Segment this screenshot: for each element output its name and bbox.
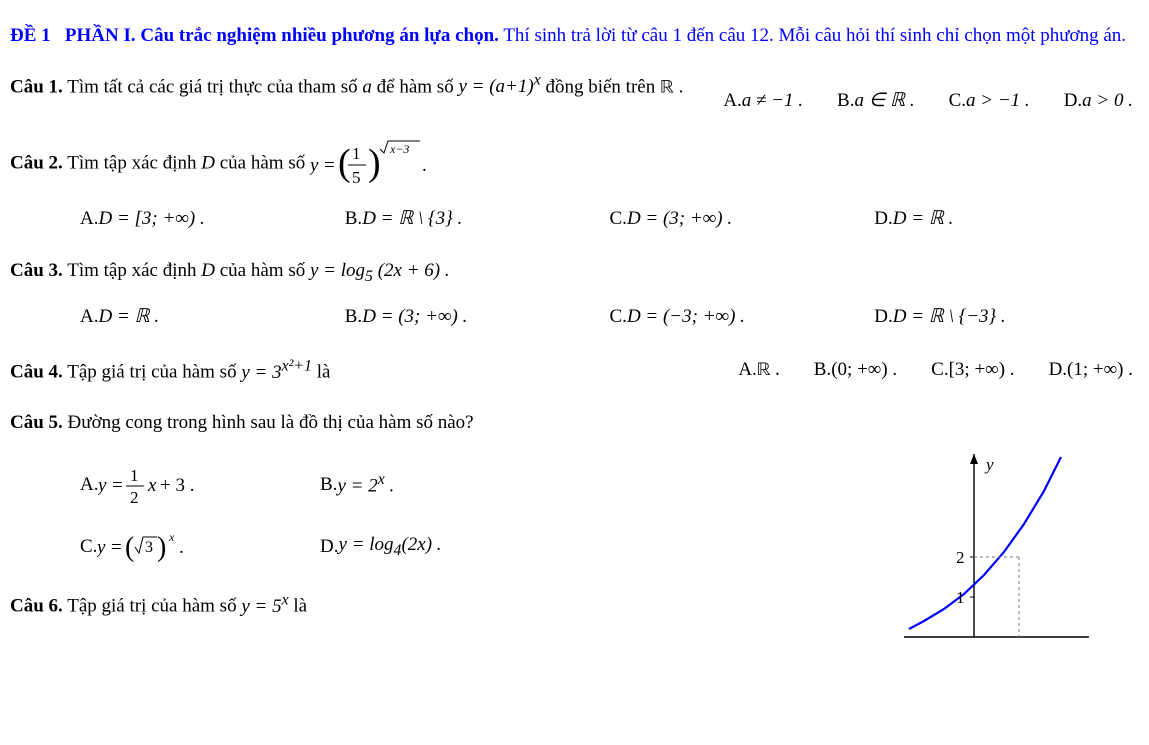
svg-text:x−3: x−3 <box>389 142 409 156</box>
svg-text:=: = <box>111 537 122 558</box>
svg-text:2: 2 <box>130 488 139 507</box>
svg-text:(: ( <box>338 142 351 184</box>
svg-text:.: . <box>179 537 184 558</box>
q1-var-a: a <box>362 76 372 97</box>
q1-dot: . <box>679 76 684 97</box>
q1-stem-c: đồng biến trên <box>545 76 660 97</box>
svg-text:(: ( <box>125 532 134 563</box>
svg-text:y: y <box>97 537 106 558</box>
q6-stem-a: Tập giá trị của hàm số <box>67 596 241 617</box>
q5-label: Câu 5. <box>10 412 63 433</box>
q5-opt-d: D. y = log4(2x) . <box>320 529 560 565</box>
q4-stem-b: là <box>317 362 331 383</box>
q2-stem-a: Tìm tập xác định <box>67 152 201 173</box>
svg-text:+ 3 .: + 3 . <box>160 475 194 496</box>
q4-options: A.ℝ . B.(0; +∞) . C.[3; +∞) . D.(1; +∞) … <box>738 354 1139 387</box>
q5-opt-b: B. y = 2x . <box>320 463 560 507</box>
q3-opt-a: A.D = ℝ . <box>80 301 345 333</box>
svg-text:=: = <box>324 155 335 176</box>
q1-sup: x <box>534 72 541 89</box>
q4-stem-a: Tập giá trị của hàm số <box>67 362 241 383</box>
q5-opt-c: C. y = ( 3 ) x . <box>80 529 320 565</box>
q1-opt-b: B.a ∈ ℝ . <box>837 85 915 117</box>
q3-fn: y = log <box>310 260 365 281</box>
svg-text:5: 5 <box>352 168 361 187</box>
q3-label: Câu 3. <box>10 260 63 281</box>
q3-sub: 5 <box>365 268 373 285</box>
q1-opt-a: A.a ≠ −1 . <box>723 85 803 117</box>
q5-opt-a: A. y = 1 2 x + 3 . <box>80 463 320 507</box>
q1-fn: y = (a+1) <box>458 76 533 97</box>
q1-stem-b: để hàm số <box>377 76 459 97</box>
q2-opt-a: A.D = [3; +∞) . <box>80 203 345 235</box>
q1-opt-c: C.a > −1 . <box>949 85 1030 117</box>
svg-text:x: x <box>168 530 175 544</box>
question-5: Câu 5. Đường cong trong hình sau là đồ t… <box>10 407 1139 439</box>
svg-text:2: 2 <box>956 548 965 567</box>
svg-text:1: 1 <box>130 466 139 485</box>
q5-c-formula: y = ( 3 ) x . <box>97 529 207 565</box>
q6-fn: y = 5 <box>241 596 281 617</box>
q5-stem: Đường cong trong hình sau là đồ thị của … <box>68 412 474 433</box>
q5-body: A. y = 1 2 x + 3 . B. y = 2x . C. <box>10 449 1139 639</box>
q2-label: Câu 2. <box>10 152 63 173</box>
q4-opt-d: D.(1; +∞) . <box>1049 354 1133 387</box>
q3-opt-b: B.D = (3; +∞) . <box>345 301 610 333</box>
q4-opt-a: A.ℝ . <box>738 354 779 387</box>
question-3: Câu 3. Tìm tập xác định D của hàm số y =… <box>10 255 1139 291</box>
svg-text:=: = <box>112 475 123 496</box>
q4-fn: y = 3 <box>241 362 281 383</box>
q3-D: D <box>201 260 215 281</box>
exam-number: ĐỀ 1 <box>10 25 51 46</box>
q3-opt-c: C.D = (−3; +∞) . <box>610 301 875 333</box>
q2-formula: y = ( ) 1 5 x−3 . <box>310 135 430 193</box>
q6-stem-b: là <box>293 596 307 617</box>
q1-label: Câu 1. <box>10 76 63 97</box>
q3-opt-d: D.D = ℝ \ {−3} . <box>874 301 1139 333</box>
q4-sup: x²+1 <box>282 357 312 374</box>
q2-opt-b: B.D = ℝ \ {3} . <box>345 203 610 235</box>
question-2: Câu 2. Tìm tập xác định D của hàm số y =… <box>10 135 1139 193</box>
svg-text:): ) <box>368 142 381 184</box>
question-6: Câu 6. Tập giá trị của hàm số y = 5x là <box>10 587 889 623</box>
q1-set: ℝ <box>660 78 674 97</box>
svg-text:y: y <box>310 155 319 176</box>
q6-label: Câu 6. <box>10 596 63 617</box>
q2-options: A.D = [3; +∞) . B.D = ℝ \ {3} . C.D = (3… <box>10 203 1139 235</box>
q4-opt-c: C.[3; +∞) . <box>931 354 1014 387</box>
q2-stem-b: của hàm số <box>220 152 310 173</box>
q3-options: A.D = ℝ . B.D = (3; +∞) . C.D = (−3; +∞)… <box>10 301 1139 333</box>
svg-text:3: 3 <box>145 539 153 556</box>
q3-arg: (2x + 6) . <box>378 260 450 281</box>
exam-header: ĐỀ 1 PHẦN I. Câu trắc nghiệm nhiều phươn… <box>10 18 1139 54</box>
q1-opt-d: D.a > 0 . <box>1064 85 1133 117</box>
q2-opt-c: C.D = (3; +∞) . <box>610 203 875 235</box>
svg-text:y: y <box>984 455 994 474</box>
q2-D: D <box>201 152 215 173</box>
question-4: Câu 4. Tập giá trị của hàm số y = 3x²+1 … <box>10 353 1139 389</box>
q4-label: Câu 4. <box>10 362 63 383</box>
q4-opt-b: B.(0; +∞) . <box>814 354 897 387</box>
svg-text:.: . <box>422 155 427 176</box>
svg-text:y: y <box>98 475 107 496</box>
q2-opt-d: D.D = ℝ . <box>874 203 1139 235</box>
part-title: PHẦN I. Câu trắc nghiệm nhiều phương án … <box>65 25 499 46</box>
q5-graph: y 2 1 <box>889 449 1139 639</box>
svg-text:x: x <box>147 475 157 496</box>
header-tail: Thí sinh trả lời từ câu 1 đến câu 12. Mỗ… <box>503 25 1126 46</box>
q3-stem-b: của hàm số <box>220 260 310 281</box>
q5-a-formula: y = 1 2 x + 3 . <box>98 463 218 507</box>
q1-stem-a: Tìm tất cả các giá trị thực của tham số <box>67 76 362 97</box>
svg-text:1: 1 <box>352 144 361 163</box>
q6-sup: x <box>282 591 289 608</box>
svg-text:1: 1 <box>956 588 965 607</box>
q3-stem-a: Tìm tập xác định <box>67 260 201 281</box>
svg-text:): ) <box>157 532 166 563</box>
